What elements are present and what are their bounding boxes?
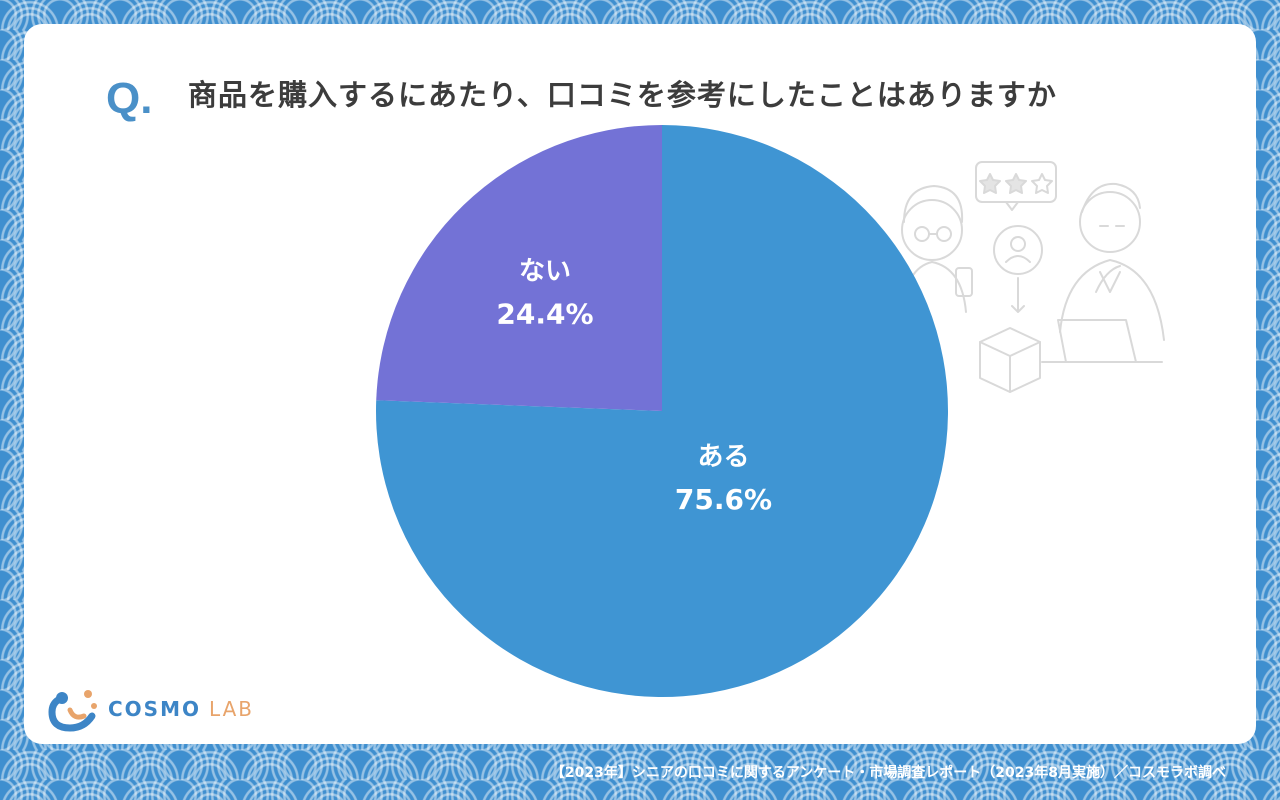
cosmo-lab-logo-icon bbox=[48, 690, 97, 732]
seniors-illustration-icon bbox=[901, 161, 1165, 393]
pie-slice-1 bbox=[376, 124, 662, 412]
question-title: 商品を購入するにあたり、口コミを参考にしたことはありますか bbox=[188, 78, 1057, 112]
slice-value-1: 24.4% bbox=[496, 297, 593, 330]
slice-label-0: ある bbox=[697, 442, 749, 472]
slice-value-0: 75.6% bbox=[675, 483, 772, 516]
logo-text-lab: LAB bbox=[209, 697, 255, 721]
cosmo-lab-logo: COSMO LAB bbox=[48, 686, 254, 732]
source-footer: 【2023年】シニアの口コミに関するアンケート・市場調査レポート（2023年8月… bbox=[550, 765, 1226, 781]
logo-text-cosmo: COSMO bbox=[108, 697, 201, 721]
question-mark: Q. bbox=[106, 74, 153, 123]
slice-label-1: ない bbox=[519, 256, 571, 286]
